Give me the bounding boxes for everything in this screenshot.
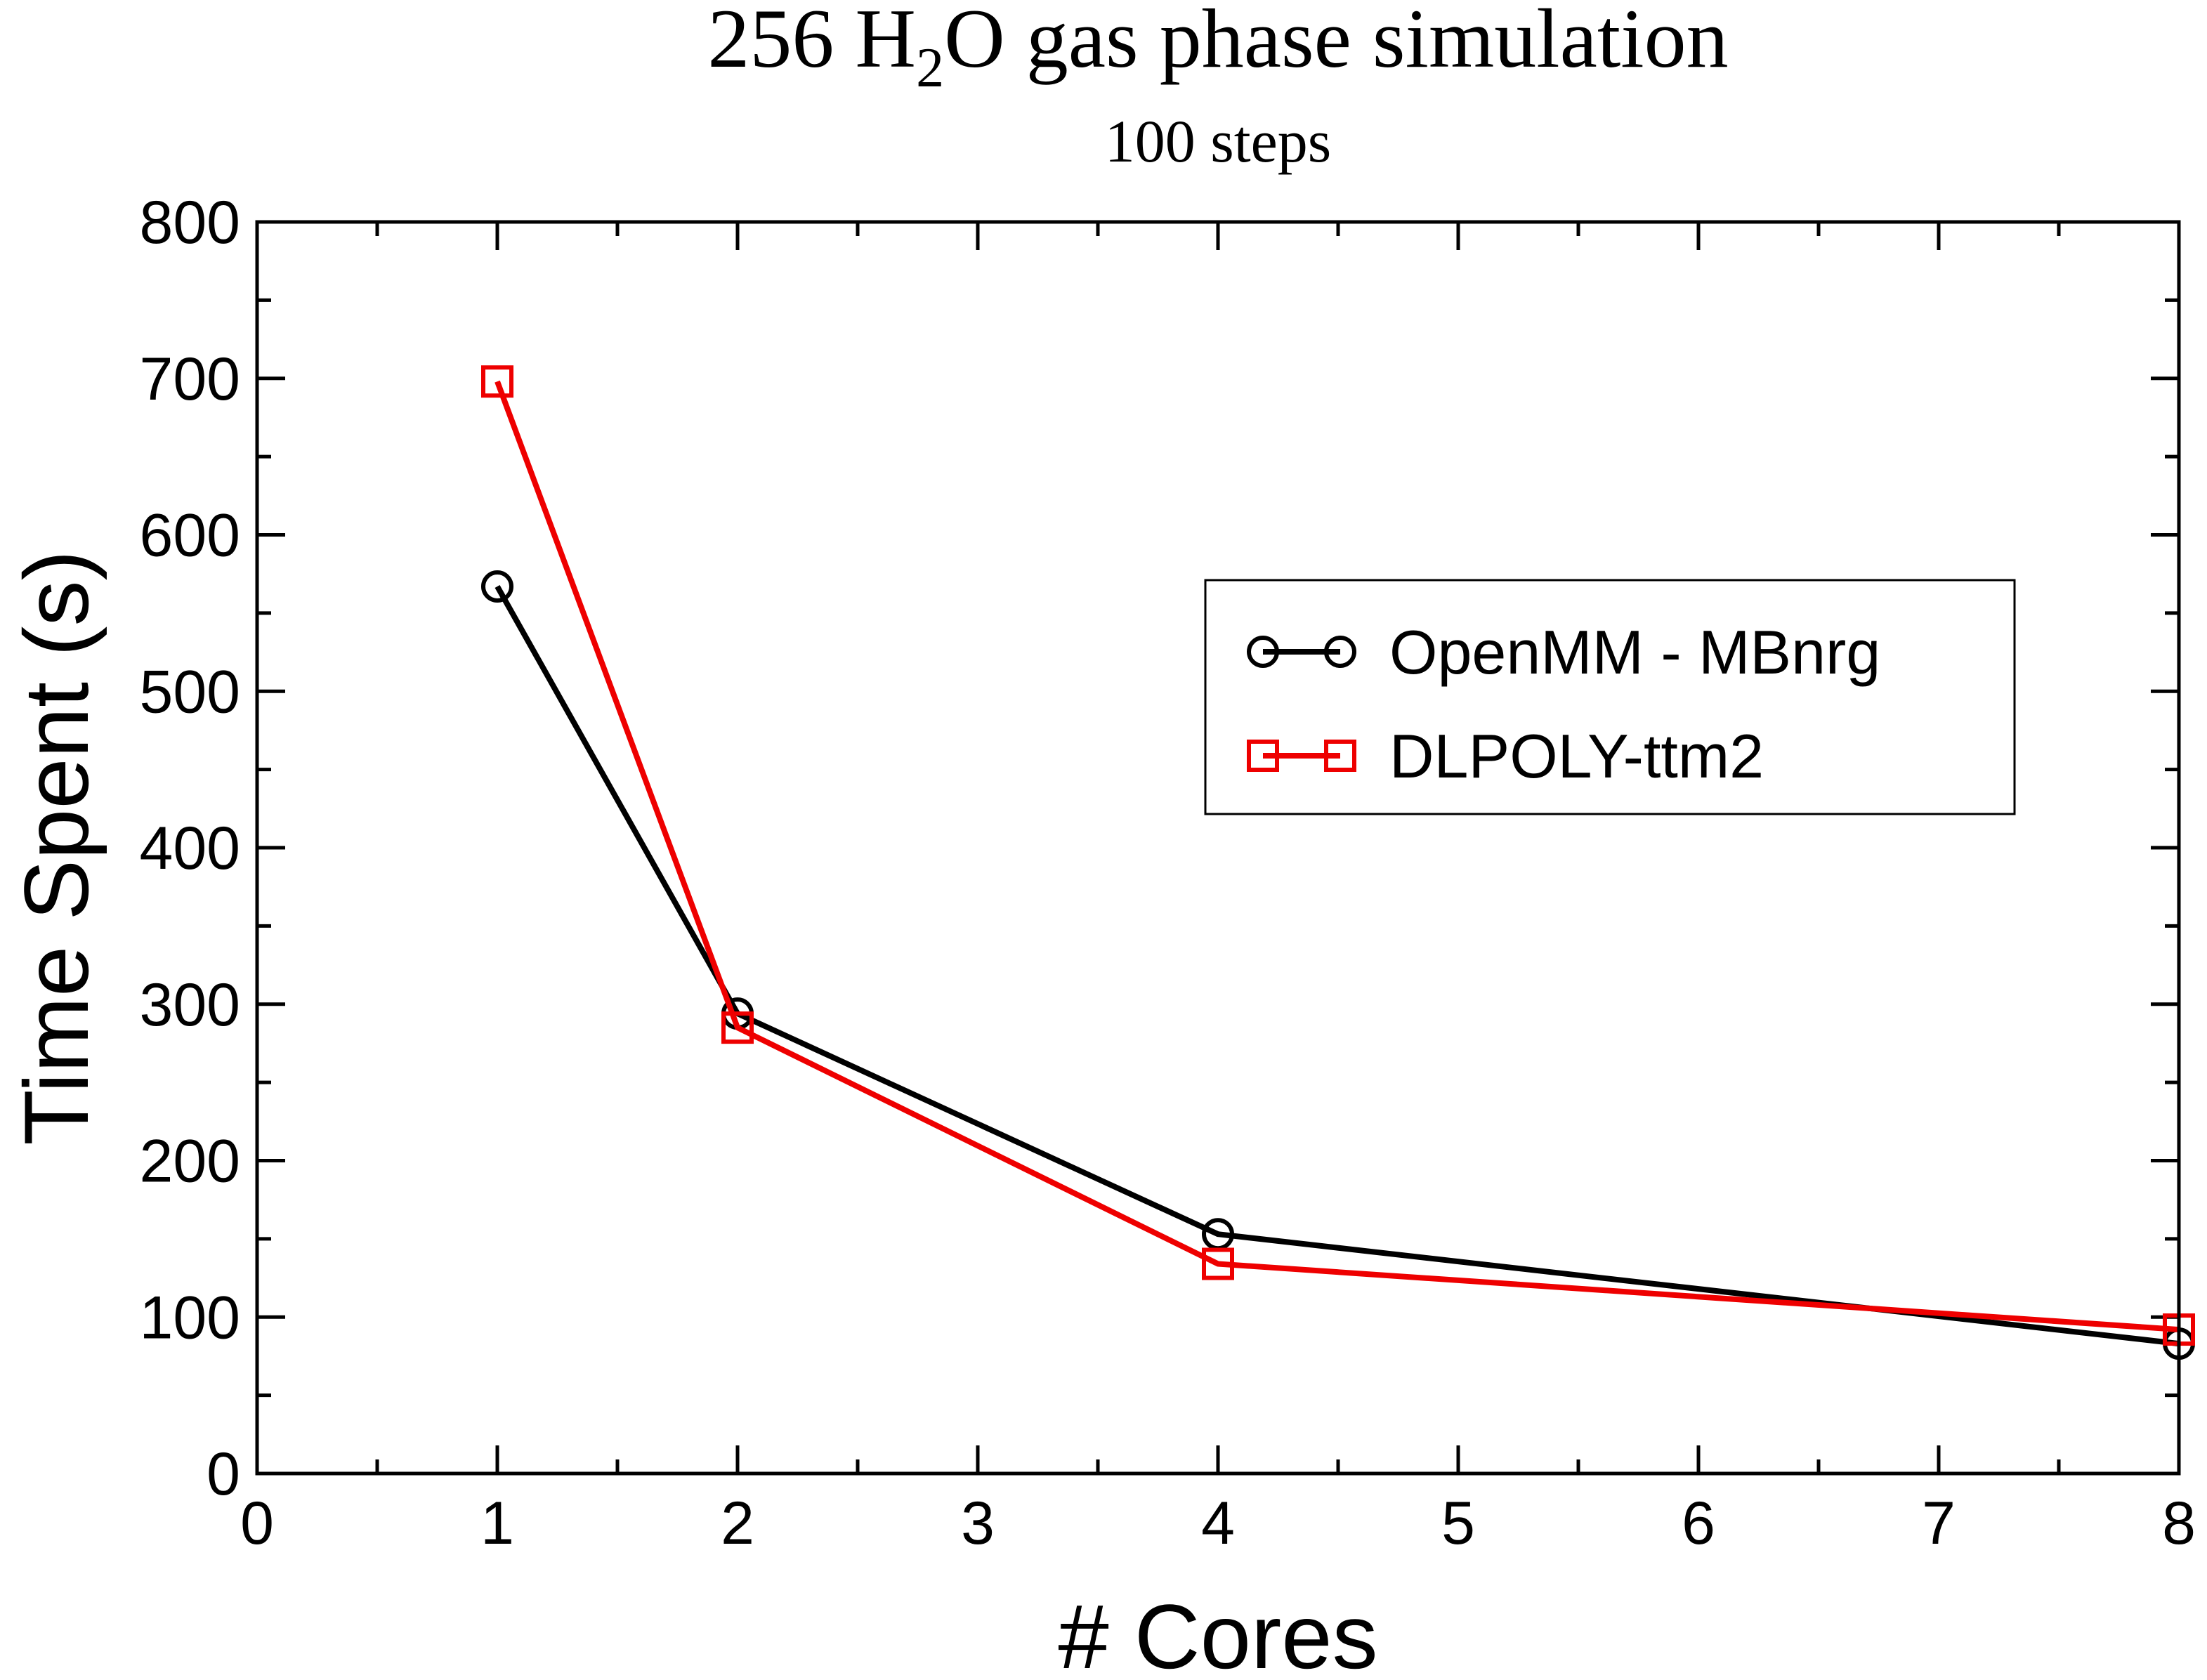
series-line — [495, 585, 2180, 1347]
legend-item: OpenMM - MBnrg — [1247, 617, 1880, 687]
series-line — [495, 380, 2180, 1333]
chart-title-post: O gas phase simulation — [944, 0, 1729, 85]
legend-marker-right — [1324, 636, 1356, 668]
y-tick-label: 600 — [140, 502, 241, 570]
axis-ticks — [255, 220, 2181, 1476]
legend-marker-left — [1247, 740, 1279, 772]
y-tick-label: 700 — [140, 346, 241, 413]
x-tick-label: 3 — [961, 1490, 995, 1557]
x-tick-label: 8 — [2162, 1490, 2196, 1557]
x-tick-label: 7 — [1922, 1490, 1956, 1557]
y-tick-label: 0 — [207, 1441, 240, 1508]
chart-title-pre: 256 H — [707, 0, 916, 85]
x-tick-label: 5 — [1441, 1490, 1475, 1557]
series-point — [721, 1011, 754, 1044]
legend-label: DLPOLY-ttm2 — [1389, 721, 1764, 791]
legend-marker-right — [1324, 740, 1356, 772]
x-tick-label: 0 — [240, 1490, 274, 1557]
legend-box — [1204, 579, 2016, 815]
x-tick-label: 6 — [1682, 1490, 1715, 1557]
legend-marker-left — [1247, 636, 1279, 668]
series-layer — [481, 365, 2195, 1360]
series-2 — [481, 365, 2195, 1346]
series-point — [481, 365, 513, 398]
y-tick-label: 500 — [140, 658, 241, 726]
legend-item: DLPOLY-ttm2 — [1247, 721, 1764, 791]
y-tick-label: 200 — [140, 1128, 241, 1195]
series-point — [1202, 1247, 1234, 1280]
legend-label: OpenMM - MBnrg — [1389, 617, 1880, 687]
y-tick-label: 400 — [140, 815, 241, 882]
chart-subtitle: 100 steps — [1105, 107, 1332, 175]
chart-title: 256 H2O gas phase simulation — [707, 0, 1728, 99]
x-tick-label: 1 — [480, 1490, 514, 1557]
plot-frame — [255, 220, 2181, 1476]
y-axis-label: Time Spent (s) — [5, 550, 107, 1146]
series-point — [481, 570, 513, 603]
x-tick-label: 2 — [721, 1490, 754, 1557]
y-tick-label: 800 — [140, 189, 241, 256]
x-axis-label: # Cores — [1058, 1585, 1377, 1680]
chart-title-sub: 2 — [916, 37, 944, 99]
y-tick-label: 300 — [140, 971, 241, 1039]
legend: OpenMM - MBnrg DLPOLY-ttm2 — [1204, 579, 2016, 815]
axis-tick-labels: 0 1 2 3 4 5 6 7 8 0 100 200 300 400 500 600 700 800 — [140, 189, 2196, 1557]
y-tick-label: 100 — [140, 1284, 241, 1351]
x-tick-label: 4 — [1201, 1490, 1235, 1557]
